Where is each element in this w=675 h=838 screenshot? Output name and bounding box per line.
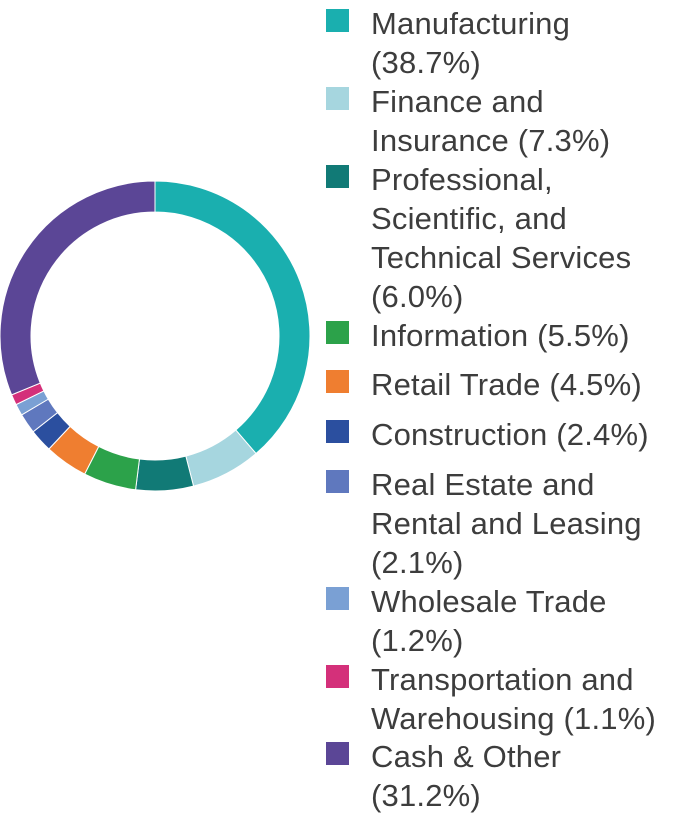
donut-chart: [0, 181, 310, 491]
donut-slice-0: [154, 181, 310, 455]
legend-swatch: [326, 165, 349, 188]
legend-swatch: [326, 370, 349, 393]
legend-label: Information (5.5%): [371, 318, 630, 353]
legend-swatch: [326, 420, 349, 443]
legend-swatch: [326, 587, 349, 610]
legend-label: Manufacturing (38.7%): [371, 6, 571, 80]
legend-swatch: [326, 9, 349, 32]
legend-swatch: [326, 321, 349, 344]
legend-label: Professional, Scientific, and Technical …: [371, 162, 632, 314]
legend-swatch: [326, 665, 349, 688]
donut-slice-9: [0, 181, 156, 396]
legend-label: Cash & Other (31.2%): [371, 739, 562, 813]
legend-swatch: [326, 470, 349, 493]
legend-label: Wholesale Trade (1.2%): [371, 584, 607, 658]
legend-swatch: [326, 87, 349, 110]
legend-label: Transportation and Warehousing (1.1%): [371, 662, 657, 736]
legend-label: Real Estate and Rental and Leasing (2.1%…: [371, 467, 642, 580]
legend-label: Finance and Insurance (7.3%): [371, 84, 611, 158]
donut-chart-svg: [0, 181, 310, 491]
legend-swatch: [326, 742, 349, 765]
legend-label: Retail Trade (4.5%): [371, 367, 642, 402]
legend-label: Construction (2.4%): [371, 417, 649, 452]
donut-slice-2: [135, 455, 195, 491]
